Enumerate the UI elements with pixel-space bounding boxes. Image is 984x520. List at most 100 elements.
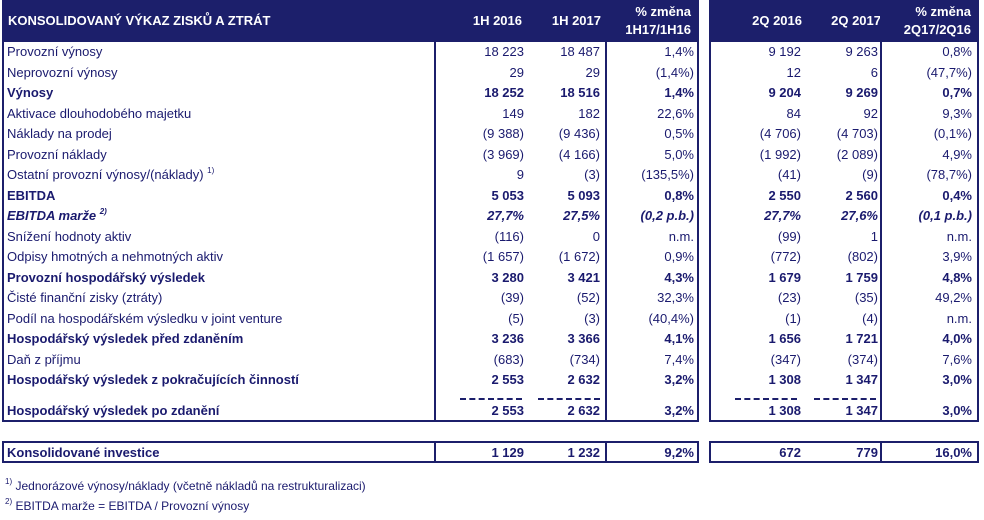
cell-value: 32,3% <box>657 290 694 305</box>
cell-value: 4,8% <box>942 269 972 285</box>
main-table-frame-left <box>2 40 699 422</box>
cell-value: 0,9% <box>664 249 694 264</box>
col-header-change-2q-line2: 2Q17/2Q16 <box>903 22 971 37</box>
cell-value: n.m. <box>668 228 694 244</box>
cell-value: 3,0% <box>942 372 972 387</box>
cell-value: (9 436) <box>558 126 600 141</box>
cell-value: 3,0% <box>942 403 972 418</box>
cell-value: (3 969) <box>482 146 524 162</box>
investice-frame-left <box>2 441 699 463</box>
row-label: EBITDA <box>7 188 55 204</box>
cell-value: 1 721 <box>845 331 878 346</box>
cell-value: 27,7% <box>764 208 801 223</box>
cell-value: (5) <box>508 310 524 326</box>
cell-value: 0,4% <box>942 187 972 203</box>
cell-value: 779 <box>856 445 878 460</box>
row-label: Aktivace dlouhodobého majetku <box>7 106 191 122</box>
cell-value: 1 679 <box>768 269 801 285</box>
col-divider <box>880 0 882 422</box>
col-header-2q2016: 2Q 2016 <box>752 13 802 28</box>
row-label-text: Snížení hodnoty aktiv <box>7 228 132 244</box>
cell-value: 4,1% <box>664 331 694 346</box>
cell-value: (3) <box>584 310 600 326</box>
row-label: Daň z příjmu <box>7 352 81 368</box>
cell-value: (99) <box>777 228 801 244</box>
row-label: Konsolidované investice <box>7 445 160 460</box>
cell-value: 27,6% <box>841 208 878 223</box>
cell-value: 4,9% <box>942 146 972 162</box>
row-label-text: Ostatní provozní výnosy/(náklady) <box>7 167 204 182</box>
investice-row: Konsolidované investice 1 129 1 232 9,2%… <box>0 443 984 463</box>
row-label-text: Výnosy <box>7 85 54 100</box>
cell-value: 2 560 <box>845 187 878 203</box>
cell-value: 4,3% <box>664 269 694 285</box>
cell-value: (734) <box>569 351 600 367</box>
cell-value: 4,0% <box>942 331 972 346</box>
col-divider <box>434 0 436 422</box>
header-bar-right: 2Q 2016 2Q 2017 % změna 2Q17/2Q16 <box>709 0 979 42</box>
cell-value: (347) <box>770 351 801 367</box>
cell-value: (1 992) <box>759 146 801 162</box>
cell-value: 7,4% <box>664 351 694 367</box>
table-row: Provozní výnosy 18 223 18 487 1,4% 9 192 9 26… <box>0 42 984 62</box>
row-label-text: Provozní hospodářský výsledek <box>7 269 205 285</box>
table-row: Neprovozní výnosy 29 29 (1,4%) 12 6 (47,7%) <box>0 63 984 83</box>
cell-value: 5 053 <box>491 187 524 203</box>
table-row: Hospodářský výsledek po zdanění 2 553 2 63… <box>0 401 984 421</box>
table-row: Odpisy hmotných a nehmotných aktiv (1 657… <box>0 247 984 267</box>
cell-value: (41) <box>777 167 801 182</box>
table-row: Provozní hospodářský výsledek 3 280 3 421 4… <box>0 268 984 288</box>
col-header-change-1h-line1: % změna <box>635 4 691 19</box>
cell-value: 9,2% <box>664 445 694 460</box>
row-label-text: Provozní výnosy <box>7 44 103 59</box>
row-label-text: Hospodářský výsledek po zdanění <box>7 403 220 418</box>
cell-value: (47,7%) <box>926 64 972 80</box>
row-label: Ostatní provozní výnosy/(náklady) 1) <box>7 167 214 183</box>
row-label: Provozní hospodářský výsledek <box>7 270 205 286</box>
cell-value: 3 236 <box>491 331 524 346</box>
row-label: Výnosy <box>7 85 53 101</box>
cell-value: 1 759 <box>845 269 878 285</box>
col-divider <box>605 441 607 463</box>
footnote-mark: 1) <box>5 477 13 486</box>
row-label: Snížení hodnoty aktiv <box>7 229 131 245</box>
cell-value: 49,2% <box>935 290 972 305</box>
cell-value: 92 <box>863 105 878 121</box>
cell-value: 7,6% <box>942 351 972 367</box>
row-label: Náklady na prodej <box>7 126 112 142</box>
separator-dash <box>538 398 600 400</box>
col-divider <box>434 441 436 463</box>
cell-value: 1 <box>870 228 878 244</box>
table-row: Provozní náklady (3 969) (4 166) 5,0% (1 992… <box>0 145 984 165</box>
cell-value: 9 269 <box>845 85 878 100</box>
cell-value: 1 232 <box>567 445 600 460</box>
cell-value: 27,7% <box>487 208 524 223</box>
col-header-1h2016: 1H 2016 <box>472 13 522 28</box>
cell-value: 1 347 <box>845 372 878 387</box>
separator-dash <box>814 398 876 400</box>
cell-value: (35) <box>854 290 878 305</box>
cell-value: 3 280 <box>491 269 524 285</box>
row-label: Hospodářský výsledek před zdaněním <box>7 331 243 347</box>
row-label-text: Podíl na hospodářském výsledku v joint v… <box>7 310 283 326</box>
col-header-change-2q-line1: % změna <box>915 4 971 19</box>
row-label-text: EBITDA <box>7 187 56 203</box>
cell-value: 18 487 <box>560 44 600 59</box>
cell-value: 0,5% <box>664 126 694 141</box>
cell-value: (39) <box>500 290 524 305</box>
cell-value: 2 632 <box>567 403 600 418</box>
cell-value: 1 308 <box>768 403 801 418</box>
row-label: Provozní náklady <box>7 147 107 163</box>
cell-value: (4 703) <box>836 126 878 141</box>
cell-value: (802) <box>847 249 878 264</box>
cell-value: (1) <box>785 310 801 326</box>
investice-frame-right <box>709 441 979 463</box>
row-label: Čisté finanční zisky (ztráty) <box>7 290 162 306</box>
cell-value: (0,2 p.b.) <box>640 208 694 223</box>
table-row: EBITDA 5 053 5 093 0,8% 2 550 2 560 0,4% <box>0 186 984 206</box>
footnote-2: 2) EBITDA marže = EBITDA / Provozní výno… <box>5 498 249 514</box>
table-row: Snížení hodnoty aktiv (116) 0 n.m. (99) 1 n.m. <box>0 227 984 247</box>
table-row: Podíl na hospodářském výsledku v joint v… <box>0 309 984 329</box>
cell-value: (9) <box>862 167 878 182</box>
row-label-text: Odpisy hmotných a nehmotných aktiv <box>7 249 224 264</box>
